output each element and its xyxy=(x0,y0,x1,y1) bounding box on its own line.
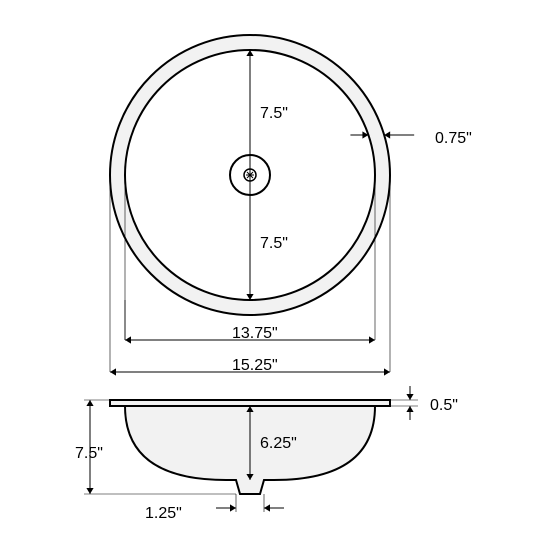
dim-inner-diameter: 13.75" xyxy=(232,325,278,343)
dim-drain-width: 1.25" xyxy=(145,505,182,523)
dim-top-radius-lower: 7.5" xyxy=(260,235,288,253)
dim-top-radius-upper: 7.5" xyxy=(260,105,288,123)
dim-rim-thickness: 0.75" xyxy=(435,130,472,148)
dim-rim-height: 0.5" xyxy=(430,397,458,415)
dim-outer-diameter: 15.25" xyxy=(232,357,278,375)
dimension-drawing xyxy=(0,0,550,550)
dim-overall-height: 7.5" xyxy=(75,445,103,463)
dim-basin-depth: 6.25" xyxy=(260,435,297,453)
